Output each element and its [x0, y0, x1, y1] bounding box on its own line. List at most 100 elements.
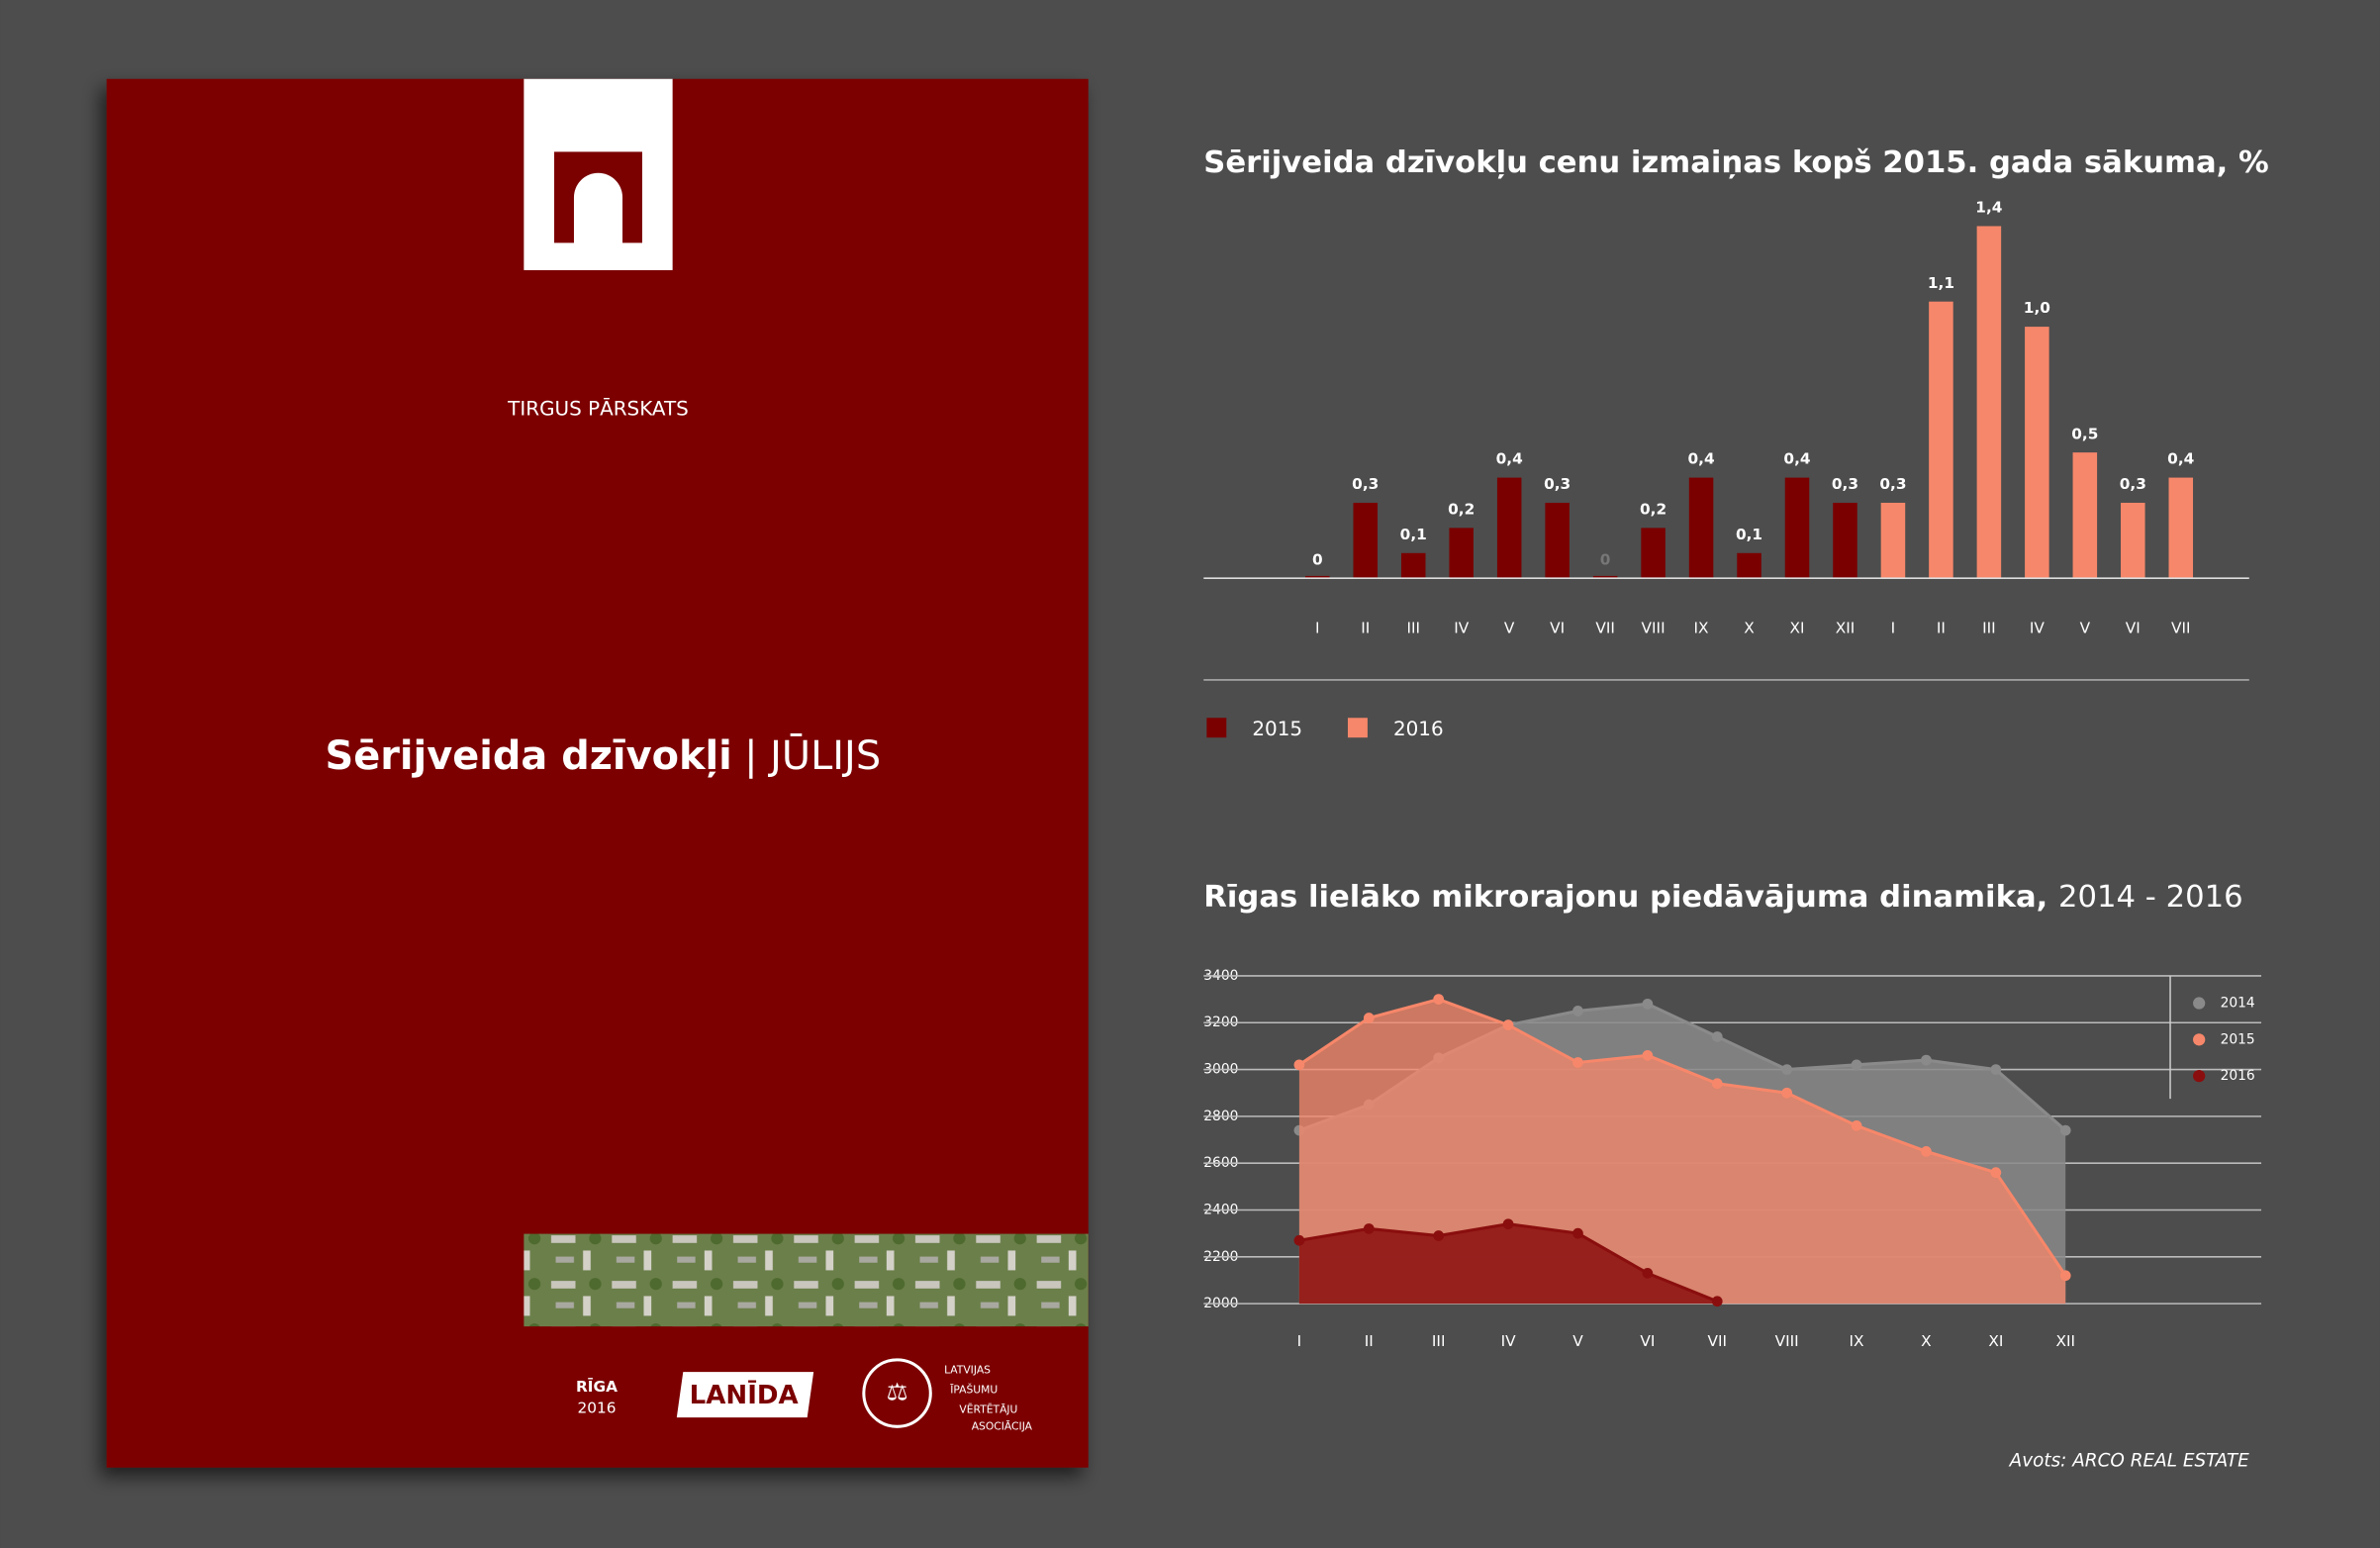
bar [1353, 502, 1379, 579]
value-label: 0,4 [1496, 450, 1523, 468]
x-tick-label: II [1365, 1332, 1374, 1350]
value-label: 1,0 [2024, 299, 2050, 317]
x-tick-label: VI [1550, 619, 1565, 636]
bar [1449, 528, 1474, 579]
x-tick-label: XI [1988, 1332, 2003, 1350]
chart-subtitle: 2014 - 2016 [2058, 880, 2243, 915]
bar [2168, 477, 2194, 579]
legend-swatch [2193, 1033, 2206, 1046]
point [1781, 1064, 1793, 1075]
association-line: LATVIJAS [944, 1364, 991, 1377]
legend-swatch [2193, 1070, 2206, 1083]
x-tick-label: X [1921, 1332, 1932, 1350]
point [1572, 1057, 1583, 1068]
cover-year: 2016 [577, 1399, 616, 1416]
bar [2121, 502, 2145, 579]
x-tick-label: X [1744, 619, 1755, 636]
association-emblem [862, 1358, 932, 1428]
x-tick-label: V [1504, 619, 1515, 636]
x-tick-label: III [1406, 619, 1420, 636]
x-tick-label: XII [1836, 619, 1856, 636]
x-tick-label: VI [2126, 619, 2141, 636]
value-label: 0 [1312, 550, 1323, 568]
chart-title: Sērijveida dzīvokļu cenu izmaiņas kopš 2… [1203, 145, 2268, 180]
lanida-text: LANĪDA [690, 1379, 800, 1410]
x-tick-label: III [1982, 619, 1996, 636]
legend-swatch [1347, 718, 1368, 738]
cover-kicker: TIRGUS PĀRSKATS [507, 397, 689, 421]
emblem-mark: ⚖ [887, 1378, 908, 1406]
point [2059, 1270, 2071, 1282]
association-line: VĒRTĒTĀJU [959, 1403, 1017, 1415]
value-label: 0,3 [1879, 475, 1906, 493]
x-tick-label: I [1315, 619, 1320, 636]
value-label: 0 [1600, 550, 1611, 568]
value-label: 0,4 [1783, 450, 1810, 468]
legend-label: 2015 [1252, 718, 1302, 740]
point [1990, 1064, 2002, 1075]
bar [2025, 327, 2049, 579]
bar [1688, 477, 1714, 579]
x-tick-label: I [1297, 1332, 1302, 1350]
x-tick-label: XII [2055, 1332, 2075, 1350]
x-tick-label: I [1891, 619, 1896, 636]
point [1572, 1227, 1583, 1239]
cover-city: RĪGA [576, 1376, 618, 1396]
point [1642, 998, 1654, 1010]
line [1298, 997, 2067, 1277]
x-tick-label: IX [1850, 1332, 1865, 1350]
value-label: 0,4 [1687, 450, 1714, 468]
point [1921, 1145, 1932, 1157]
value-label: 0,1 [1736, 526, 1762, 543]
source: Avots: ARCO REAL ESTATE [2009, 1451, 2249, 1472]
x-tick-label: IV [1454, 619, 1470, 636]
x-tick-label: VIII [1642, 619, 1666, 636]
x-tick-label: II [1937, 619, 1946, 636]
association-line: ASOCIĀCIJA [972, 1419, 1033, 1432]
value-label: 1,1 [1928, 274, 1954, 292]
x-tick-label: II [1361, 619, 1370, 636]
cover-subtitle: | JŪLIJS [744, 733, 881, 779]
value-label: 0,3 [1544, 475, 1571, 493]
value-label: 0,4 [2167, 450, 2194, 468]
bar [2072, 452, 2098, 579]
point [1711, 1296, 1723, 1307]
bar [1833, 502, 1857, 579]
x-tick-label: IV [2030, 619, 2046, 636]
bar [1976, 226, 2002, 579]
bar [1496, 477, 1522, 579]
x-tick-label: VI [1640, 1332, 1655, 1350]
cover-title: Sērijveida dzīvokļi [326, 733, 732, 779]
value-label: 0,5 [2071, 425, 2098, 442]
point [1572, 1006, 1583, 1016]
bar [1400, 552, 1426, 579]
value-label: 0,3 [1352, 475, 1379, 493]
legend-label: 2014 [2221, 996, 2255, 1012]
logo-box [524, 78, 673, 270]
point [2059, 1124, 2071, 1136]
point [1642, 1268, 1654, 1279]
lanida-logo [676, 1372, 814, 1418]
point [1433, 994, 1445, 1005]
point [1363, 1223, 1375, 1234]
bar [1929, 301, 1953, 579]
x-tick-label: V [2080, 619, 2091, 636]
photo-strip [524, 1233, 1089, 1327]
point [1642, 1050, 1654, 1061]
legend-label: 2016 [1393, 718, 1444, 740]
x-tick-label: IX [1694, 619, 1710, 636]
bar [1592, 575, 1618, 579]
point [1711, 1078, 1723, 1090]
value-label: 1,4 [1975, 199, 2002, 217]
bar [1641, 528, 1666, 579]
logo-arch [554, 151, 642, 243]
value-label: 0,2 [1640, 500, 1666, 518]
legend-label: 2015 [2221, 1031, 2255, 1047]
point [1921, 1054, 1932, 1066]
cover: TIRGUS PĀRSKATS Sērijveida dzīvokļi | JŪ… [106, 78, 1089, 1468]
point [1781, 1087, 1793, 1099]
value-label: 0,2 [1448, 500, 1475, 518]
x-tick-label: VII [1707, 1332, 1727, 1350]
x-tick-label: III [1432, 1332, 1446, 1350]
